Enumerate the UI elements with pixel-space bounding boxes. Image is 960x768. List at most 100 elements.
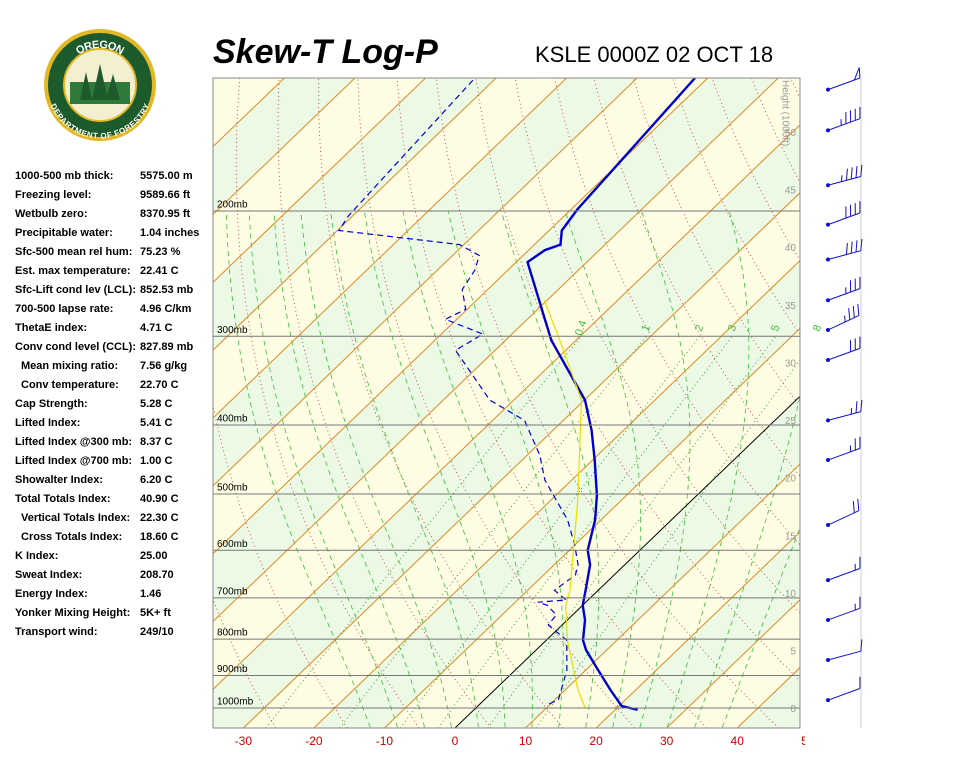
moist-adiabat	[300, 210, 452, 728]
wind-barb	[827, 303, 860, 331]
stat-label: Sfc-Lift cond lev (LCL):	[15, 284, 136, 296]
pressure-label: 300mb	[217, 325, 248, 336]
stat-label: 700-500 lapse rate:	[15, 303, 113, 315]
isotherm	[213, 78, 638, 487]
wind-barb	[827, 596, 861, 621]
mixing-ratio-label: 3	[726, 323, 739, 333]
isotherm	[213, 78, 356, 216]
stat-label: Cross Totals Index:	[21, 531, 122, 543]
wind-barb	[827, 556, 861, 581]
pressure-label: 1000mb	[217, 697, 254, 708]
wind-barb-base	[826, 657, 830, 662]
wind-barb	[827, 276, 861, 301]
pressure-label: 700mb	[217, 586, 248, 597]
stat-label: Lifted Index:	[15, 417, 80, 429]
wind-barb	[827, 238, 863, 260]
stat-value: 5K+ ft	[140, 607, 171, 619]
wind-barb-base	[826, 458, 830, 463]
logo-top-text: OREGON	[74, 39, 126, 58]
stat-value: 1.46	[140, 588, 161, 600]
dry-adiabat	[830, 78, 960, 728]
stat-value: 40.90 C	[140, 493, 179, 505]
height-tick-label: 20	[785, 474, 797, 485]
height-tick-label: 35	[785, 301, 797, 312]
isotherm	[213, 78, 497, 351]
stat-label: Cap Strength:	[15, 398, 88, 410]
wind-barb	[827, 164, 863, 186]
pressure-label: 500mb	[217, 483, 248, 494]
mixing-ratio-label: 8	[811, 323, 824, 333]
axes: 0.4 1 2 3 5 8200mb300mb400mb500mb600mb700mb80…	[213, 80, 824, 715]
stat-value: 9589.66 ft	[140, 189, 190, 201]
stat-label: Total Totals Index:	[15, 493, 111, 505]
wind-barb-base	[826, 357, 830, 362]
pressure-label: 400mb	[217, 414, 248, 425]
isotherm	[595, 531, 800, 728]
stat-label: Freezing level:	[15, 189, 91, 201]
stat-label: ThetaE index:	[15, 322, 87, 334]
stat-value: 208.70	[140, 569, 174, 581]
plot-frame	[212, 77, 801, 729]
height-axis-label: Height (1000ft)	[779, 80, 790, 146]
profile-line	[543, 299, 586, 709]
temp-band	[213, 78, 800, 690]
stat-value: 1.04 inches	[140, 227, 199, 239]
dry-adiabat	[396, 78, 707, 728]
stat-label: Showalter Index:	[15, 474, 103, 486]
wind-barb-base	[826, 327, 830, 332]
moist-adiabat	[639, 210, 691, 728]
stat-label: Est. max temperature:	[15, 265, 131, 277]
moist-adiabat	[694, 394, 800, 728]
wind-barb-base	[826, 257, 830, 262]
height-tick-label: 5	[790, 647, 796, 658]
moist-adiabat	[721, 526, 800, 728]
stat-value: 852.53 mb	[140, 284, 193, 296]
wind-barb-base	[826, 578, 830, 583]
moist-adiabat	[501, 210, 600, 728]
wind-barb-base	[826, 183, 830, 188]
mixing-ratio-label: 0.4	[573, 319, 590, 337]
dry-adiabat	[357, 78, 636, 728]
stat-value: 8370.95 ft	[140, 208, 190, 220]
moist-adiabat	[225, 210, 371, 728]
isotherm	[525, 463, 800, 728]
stat-value: 4.96 C/km	[140, 303, 192, 315]
isotherm	[213, 78, 567, 419]
stat-label: K Index:	[15, 550, 58, 562]
moist-adiabat	[273, 210, 425, 728]
dry-adiabat	[633, 78, 800, 407]
stat-label: Sfc-500 mean rel hum:	[15, 246, 132, 258]
stat-value: 249/10	[140, 626, 174, 638]
pressure-label: 600mb	[217, 539, 248, 550]
isotherm	[384, 327, 800, 728]
height-tick-label: 10	[785, 589, 797, 600]
stat-value: 8.37 C	[140, 436, 172, 448]
stat-label: Mean mixing ratio:	[21, 360, 118, 372]
isotherm	[213, 78, 779, 623]
wind-barb	[827, 107, 861, 131]
dry-adiabat	[790, 78, 800, 100]
wind-barb-base	[826, 298, 830, 303]
height-tick-label: 25	[785, 416, 797, 427]
wind-barb-base	[826, 222, 830, 227]
stat-label: Precipitable water:	[15, 227, 113, 239]
moist-adiabat	[666, 210, 750, 728]
stats-panel: 1000-500 mb thick: 5575.00 m Freezing leve…	[15, 170, 199, 638]
isotherm	[808, 78, 960, 728]
stat-label: Sweat Index:	[15, 569, 82, 581]
x-axis: -30 -20 -10 0 10 20 30 40 50	[235, 734, 805, 748]
profile-line	[526, 78, 696, 711]
height-tick-label: 30	[785, 358, 797, 369]
x-tick-label: 20	[589, 734, 603, 748]
moist-adiabat	[248, 210, 398, 728]
x-tick-label: -10	[376, 734, 394, 748]
wind-barb	[827, 676, 861, 701]
stat-value: 827.89 mb	[140, 341, 193, 353]
stat-label: Lifted Index @700 mb:	[15, 455, 132, 467]
stat-label: Yonker Mixing Height:	[15, 607, 130, 619]
dry-adiabat	[909, 78, 960, 728]
wind-barb	[827, 399, 863, 421]
x-tick-label: 10	[519, 734, 533, 748]
mixing-ratio-label: 2	[693, 323, 706, 333]
